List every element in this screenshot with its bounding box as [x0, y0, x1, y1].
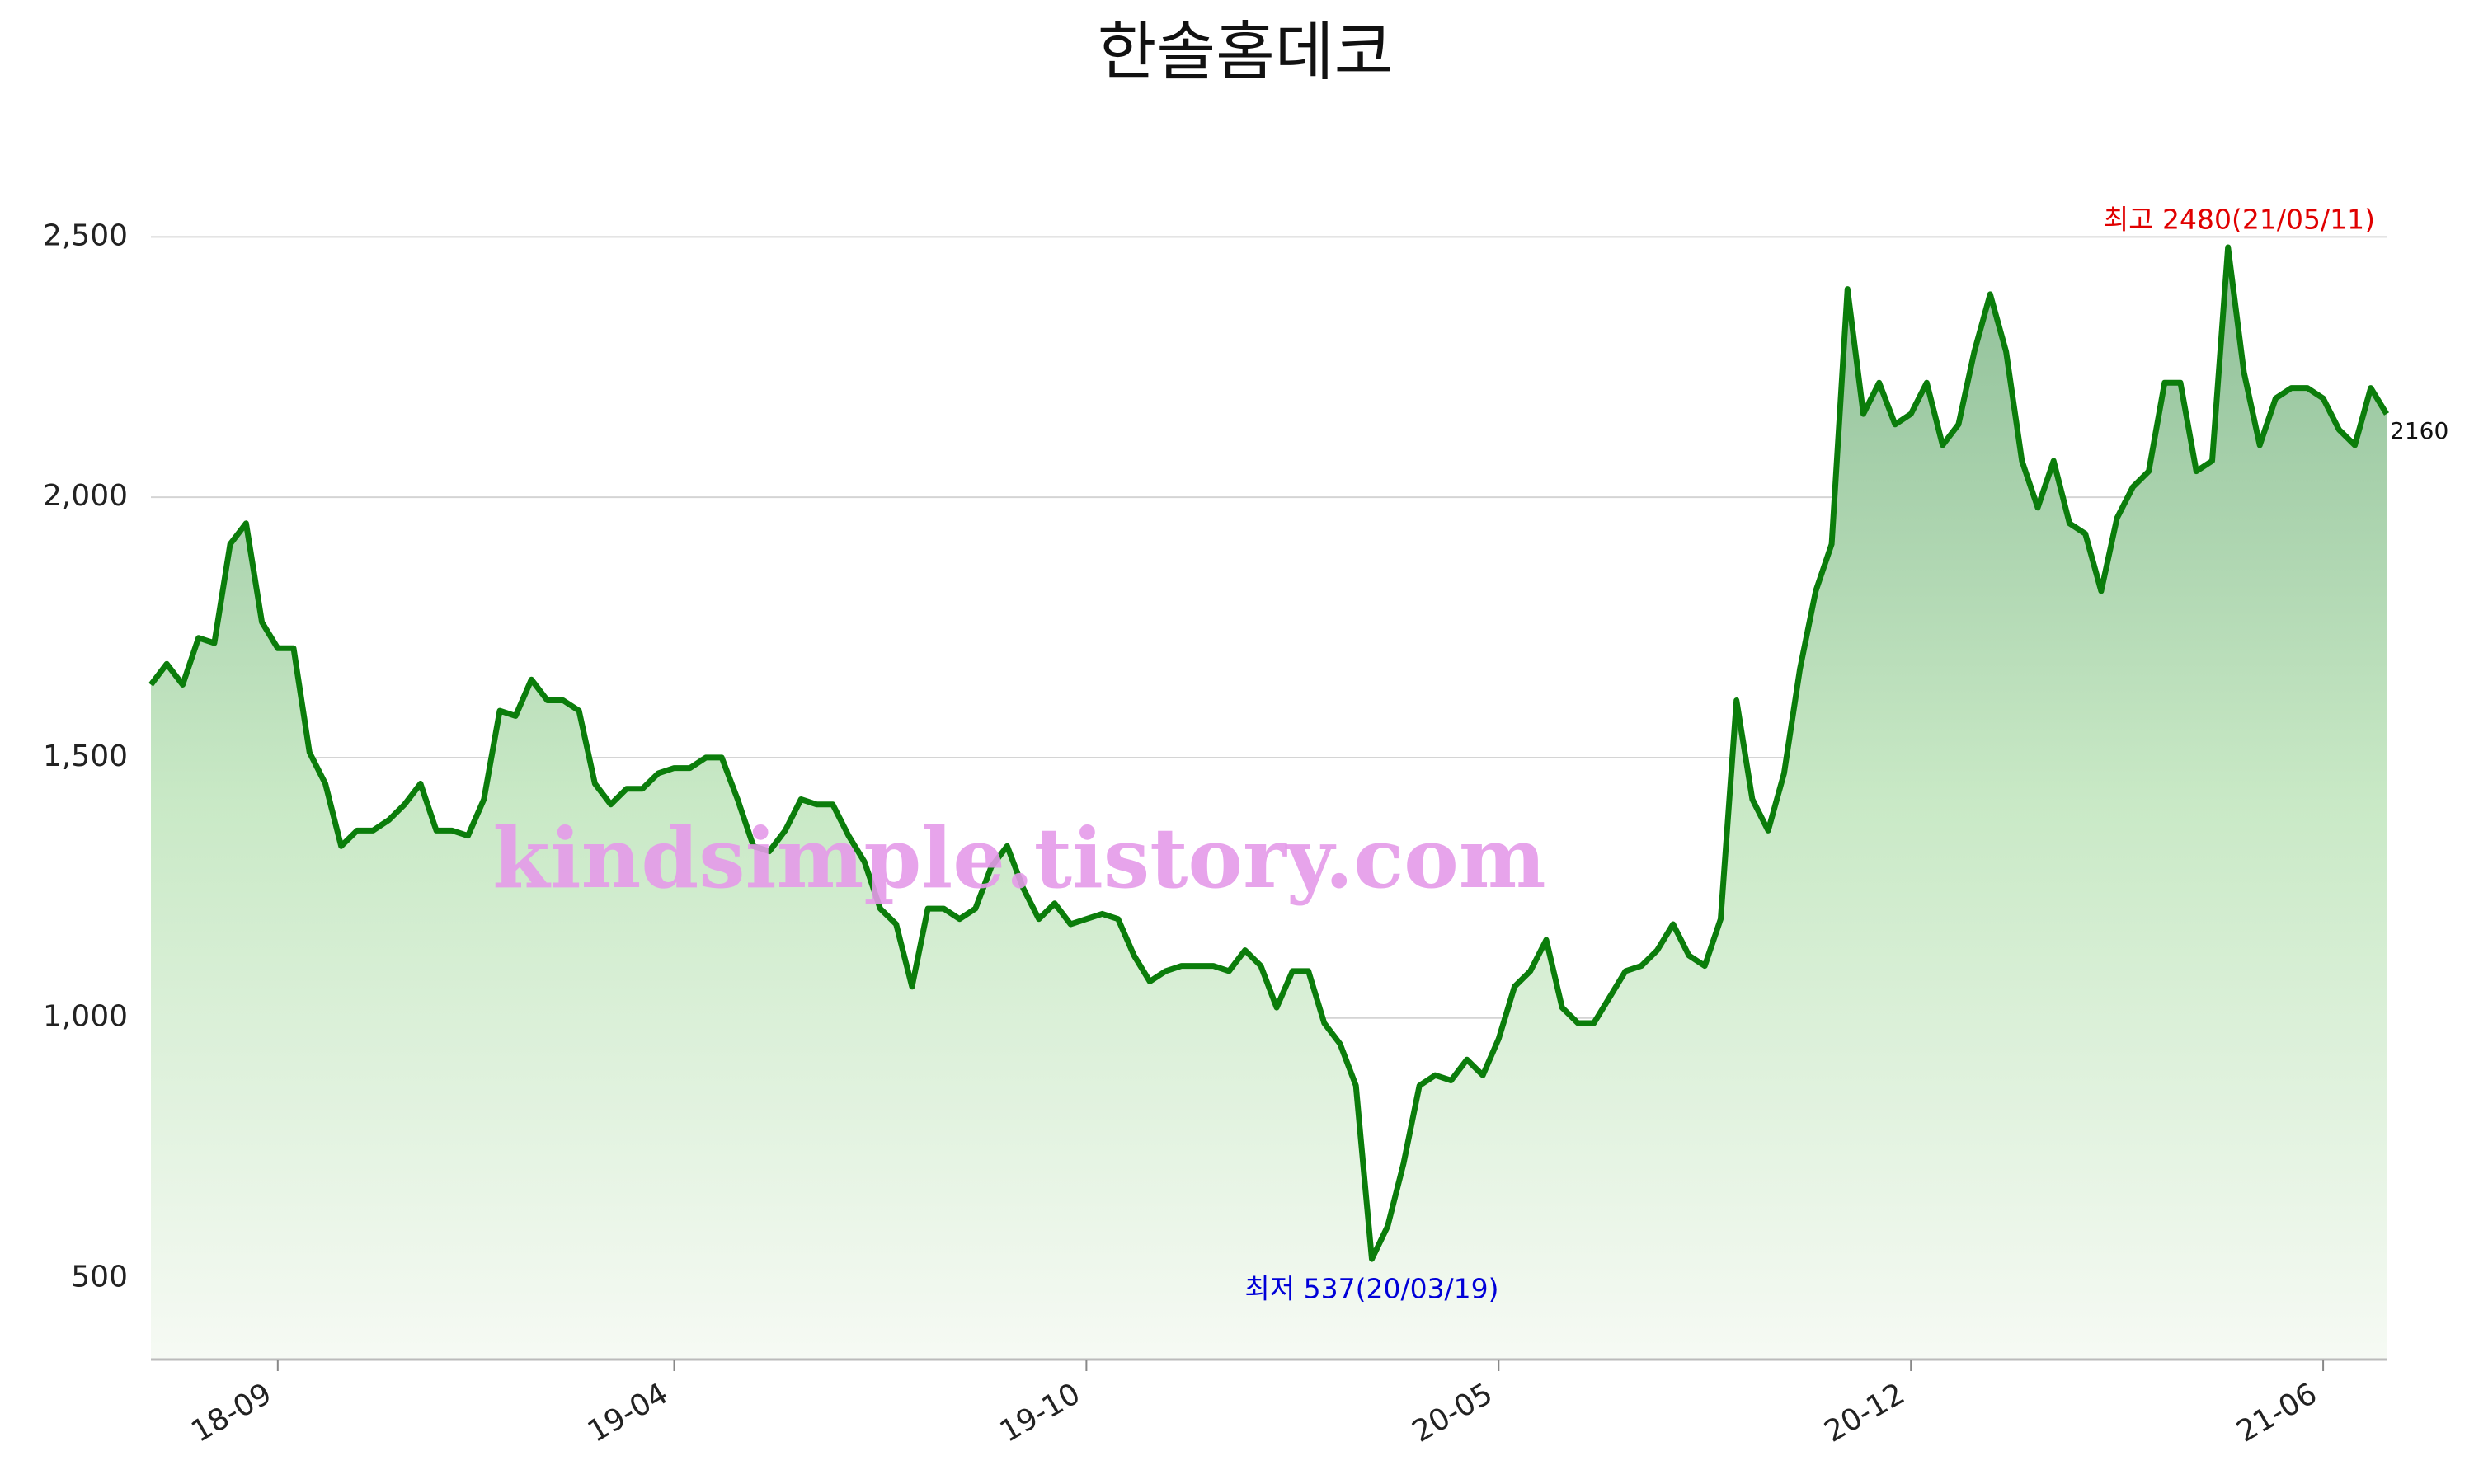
x-tick-label: 19-10	[995, 1377, 1086, 1449]
y-tick-label: 1,000	[43, 1000, 128, 1034]
price-line	[148, 244, 2389, 1262]
x-tick-label: 18-09	[186, 1377, 277, 1449]
y-tick-label: 500	[71, 1260, 128, 1294]
x-tick-label: 21-06	[2231, 1377, 2322, 1449]
x-tick-label: 20-05	[1407, 1377, 1498, 1449]
y-tick-label: 2,500	[43, 218, 128, 252]
y-tick-label: 1,500	[43, 740, 128, 773]
x-tick-label: 19-04	[582, 1377, 674, 1449]
min-annotation: 최저 537(20/03/19)	[1244, 1273, 1498, 1305]
max-annotation: 최고 2480(21/05/11)	[2104, 204, 2375, 236]
watermark: kindsimple.tistory.com	[492, 810, 1545, 907]
y-tick-label: 2,000	[43, 479, 128, 513]
x-tick-label: 20-12	[1819, 1377, 1911, 1449]
area	[151, 247, 2387, 1360]
chart-title: 한솔홈데코	[1098, 15, 1394, 89]
last-annotation: 2160	[2390, 417, 2448, 444]
